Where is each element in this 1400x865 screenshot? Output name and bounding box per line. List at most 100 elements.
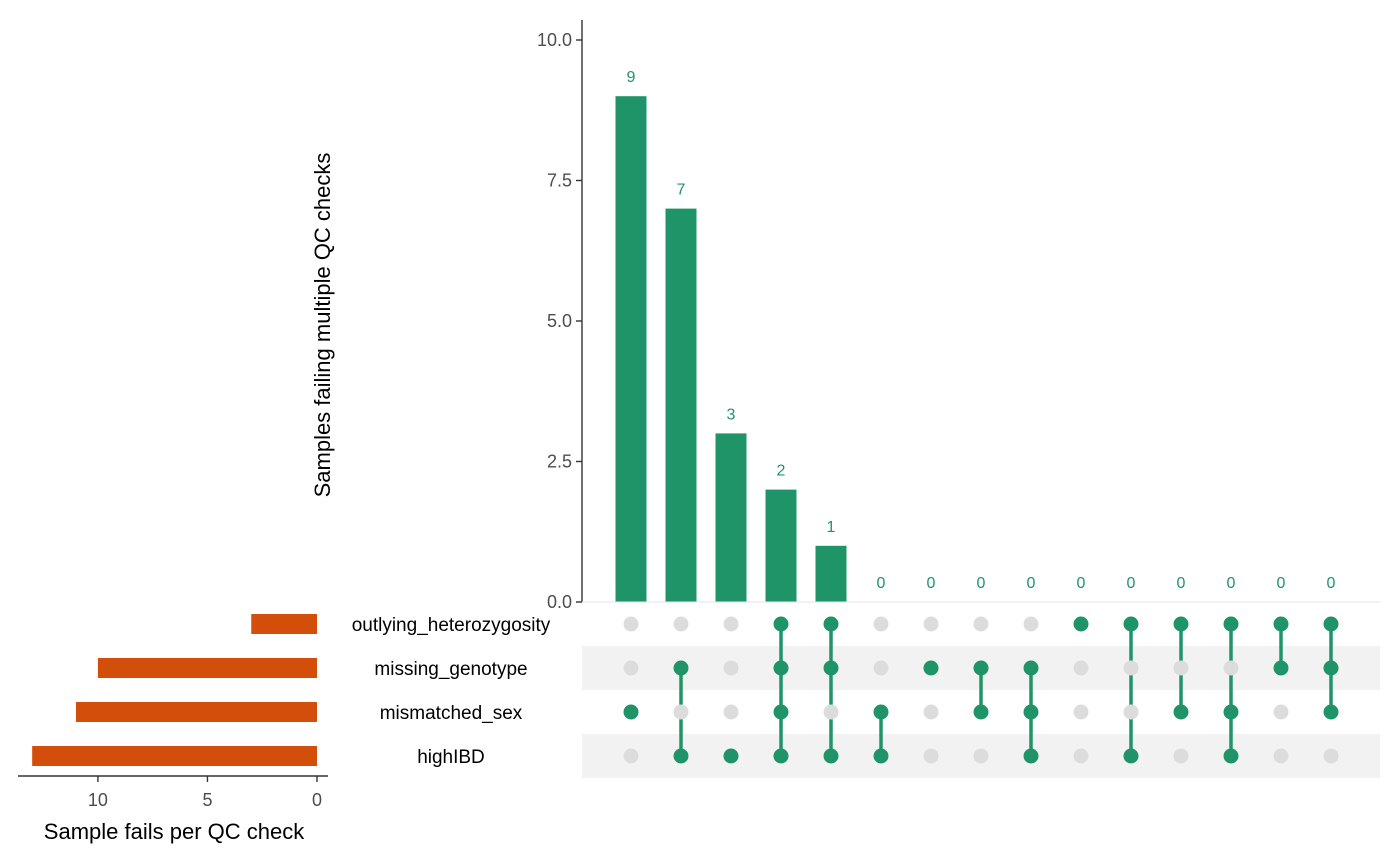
matrix-dot-inactive (873, 660, 889, 676)
matrix-dot-inactive (923, 616, 939, 632)
intersection-bar-label: 3 (727, 406, 736, 423)
set-axis-tick-label: 10 (88, 790, 108, 810)
matrix-dot-active (1173, 616, 1189, 632)
matrix-dot-active (823, 748, 839, 764)
set-size-bars (32, 614, 317, 766)
matrix-dot-active (1323, 704, 1339, 720)
set-labels: outlying_heterozygosity missing_genotypem… (352, 615, 551, 768)
matrix-dot-inactive (723, 704, 739, 720)
set-size-bar (76, 702, 317, 722)
set-label: mismatched_sex (380, 703, 523, 724)
matrix-dot-active (1323, 616, 1339, 632)
y-axis: 0.0 2.5 5.0 7.5 10.0 (537, 20, 1380, 612)
matrix-dot-inactive (623, 660, 639, 676)
matrix-dot-inactive (923, 748, 939, 764)
intersection-bar-label: 0 (1327, 575, 1336, 592)
intersection-bar-label: 0 (1027, 575, 1036, 592)
matrix-dot-active (723, 748, 739, 764)
matrix-dot-active (1023, 748, 1039, 764)
matrix-dot-inactive (673, 704, 689, 720)
matrix-dot-inactive (973, 748, 989, 764)
y-tick-label: 5.0 (547, 311, 572, 331)
set-size-axis-title: Sample fails per QC check (44, 819, 305, 844)
matrix-dot-inactive (1123, 704, 1139, 720)
matrix-dot-active (1023, 704, 1039, 720)
y-tick-label: 0.0 (547, 592, 572, 612)
intersection-bar-labels: 9 7 3 2 1 0 0 0 0 0 0 0 0 0 0 (627, 69, 1336, 592)
intersection-bar (615, 96, 647, 602)
matrix-dot-inactive (923, 704, 939, 720)
matrix-dot-inactive (1323, 748, 1339, 764)
matrix-dot-active (673, 660, 689, 676)
set-size-axis: 10 5 0 (18, 775, 328, 810)
intersection-bar-label: 0 (1177, 575, 1186, 592)
matrix-dot-active (1073, 616, 1089, 632)
matrix-dot-active (823, 616, 839, 632)
matrix-dot-inactive (1273, 748, 1289, 764)
y-tick-label: 10.0 (537, 30, 572, 50)
set-label: highIBD (417, 747, 485, 768)
matrix-dot-active (773, 616, 789, 632)
intersection-bar-label: 2 (777, 463, 786, 480)
intersection-bar-label: 0 (1227, 575, 1236, 592)
matrix-dot-inactive (823, 704, 839, 720)
matrix-dot-inactive (1073, 748, 1089, 764)
matrix-dot-active (823, 660, 839, 676)
intersection-bar-label: 0 (1277, 575, 1286, 592)
matrix-dot-active (973, 704, 989, 720)
intersection-bar-label: 0 (1127, 575, 1136, 592)
intersection-bar-label: 0 (877, 575, 886, 592)
set-label: missing_genotype (374, 659, 527, 680)
matrix-dot-active (1173, 704, 1189, 720)
matrix-dot-inactive (1073, 660, 1089, 676)
matrix-dot-active (873, 704, 889, 720)
matrix-dot-inactive (873, 616, 889, 632)
matrix-dot-active (873, 748, 889, 764)
set-axis-tick-label: 5 (202, 790, 212, 810)
set-label: outlying_heterozygosity (352, 615, 551, 636)
intersection-bar (665, 208, 697, 602)
intersection-bar-label: 1 (827, 519, 836, 536)
intersection-bar (815, 545, 847, 602)
matrix-dot-active (773, 660, 789, 676)
matrix-dot-inactive (1073, 704, 1089, 720)
matrix-dot-inactive (1223, 660, 1239, 676)
intersection-bar-label: 7 (677, 182, 686, 199)
matrix-dot-active (773, 704, 789, 720)
intersection-bar-label: 0 (927, 575, 936, 592)
matrix-dot-active (1023, 660, 1039, 676)
matrix-dot-active (1223, 748, 1239, 764)
matrix-dot-active (1223, 704, 1239, 720)
matrix-dot-active (923, 660, 939, 676)
y-tick-label: 2.5 (547, 452, 572, 472)
matrix-dot-inactive (673, 616, 689, 632)
matrix-dot-active (1123, 748, 1139, 764)
y-axis-title: Samples failing multiple QC checks (310, 153, 335, 498)
set-size-bar (32, 746, 317, 766)
matrix-dot-inactive (623, 748, 639, 764)
intersection-bar (765, 489, 797, 602)
matrix-dot-inactive (1273, 704, 1289, 720)
matrix-dot-inactive (1173, 660, 1189, 676)
intersection-bar-label: 0 (1077, 575, 1086, 592)
intersection-bar-label: 9 (627, 69, 636, 86)
matrix-dot-inactive (623, 616, 639, 632)
matrix-dot-active (1273, 616, 1289, 632)
matrix-dot-active (1223, 616, 1239, 632)
matrix-dot-inactive (723, 616, 739, 632)
intersection-bars (615, 96, 847, 602)
set-size-bar (97, 658, 317, 678)
matrix-dot-inactive (1023, 616, 1039, 632)
matrix-dot-active (673, 748, 689, 764)
matrix-dot-active (1123, 616, 1139, 632)
matrix-dot-inactive (723, 660, 739, 676)
matrix-dot-inactive (1123, 660, 1139, 676)
matrix-dot-inactive (1173, 748, 1189, 764)
intersection-bar-label: 0 (977, 575, 986, 592)
matrix-dot-active (773, 748, 789, 764)
intersection-matrix (623, 616, 1339, 764)
set-size-bar (251, 614, 317, 634)
y-tick-label: 7.5 (547, 171, 572, 191)
matrix-dot-inactive (973, 616, 989, 632)
